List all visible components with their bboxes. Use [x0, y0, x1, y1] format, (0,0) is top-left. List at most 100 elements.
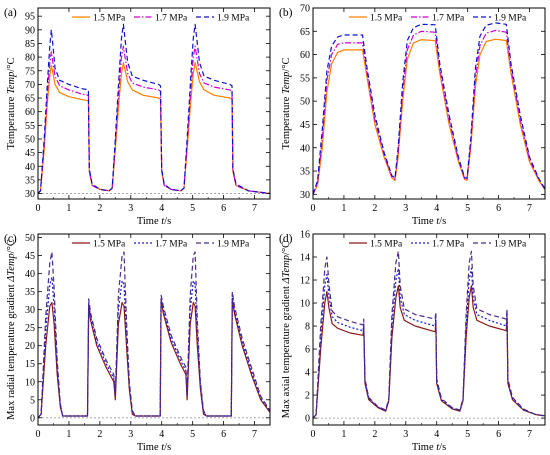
plot-frame	[312, 7, 546, 200]
legend-label: 1.9 MPa	[217, 240, 250, 250]
y-tick-label: 12	[300, 276, 310, 287]
x-tick-label: 3	[403, 203, 408, 214]
y-tick-label: 10	[300, 299, 310, 310]
y-tick-label: 5	[30, 395, 35, 406]
y-tick-label: 10	[25, 377, 35, 388]
y-tick-label: 55	[300, 73, 310, 84]
series-line-2	[313, 267, 545, 419]
y-tick-label: 15	[25, 359, 35, 370]
y-tick-label: 25	[25, 323, 35, 334]
x-tick-label: 7	[527, 203, 532, 214]
y-tick-label: 65	[300, 27, 310, 38]
x-tick-label: 3	[128, 429, 133, 440]
series-line-3	[38, 23, 270, 195]
x-tick-label: 5	[465, 429, 470, 440]
x-tick-label: 5	[465, 203, 470, 214]
legend: 1.5 MPa 1.7 MPa 1.9 MPa	[72, 240, 250, 250]
x-tick-label: 4	[159, 429, 164, 440]
series-line-1	[313, 285, 545, 419]
legend-label: 1.9 MPa	[494, 240, 527, 250]
y-tick-label: 70	[25, 80, 35, 91]
x-tick-label: 0	[36, 203, 41, 214]
y-tick-label: 4	[305, 368, 310, 379]
series-line-2	[38, 45, 270, 195]
x-tick-label: 7	[252, 429, 257, 440]
legend-label: 1.7 MPa	[155, 240, 188, 250]
y-tick-label: 50	[25, 233, 35, 244]
x-tick-label: 6	[496, 203, 501, 214]
y-tick-label: 2	[305, 391, 310, 402]
x-tick-label: 7	[527, 429, 532, 440]
legend-label: 1.5 MPa	[370, 14, 403, 24]
y-tick-label: 60	[25, 107, 35, 118]
y-tick-label: 70	[300, 4, 310, 15]
x-tick-label: 3	[403, 429, 408, 440]
y-tick-label: 75	[25, 66, 35, 77]
y-tick-label: 40	[25, 269, 35, 280]
y-tick-label: 0	[30, 413, 35, 424]
x-tick-label: 7	[252, 203, 257, 214]
y-tick-label: 80	[25, 53, 35, 64]
y-tick-label: 65	[25, 94, 35, 105]
y-axis-label: Max radial temperature gradient ΔTemp/°C	[6, 239, 17, 420]
series-line-3	[313, 22, 545, 195]
series-line-1	[38, 298, 270, 419]
legend-label: 1.5 MPa	[93, 14, 126, 24]
x-axis-label: Time t/s	[412, 442, 446, 453]
y-tick-label: 35	[25, 175, 35, 186]
x-tick-label: 5	[190, 429, 195, 440]
x-tick-label: 0	[311, 429, 316, 440]
y-axis-label: Temperature Temp/°C	[6, 57, 17, 149]
x-tick-label: 2	[372, 203, 377, 214]
y-tick-label: 20	[25, 341, 35, 352]
y-tick-label: 8	[305, 322, 310, 333]
series-line-2	[313, 29, 545, 195]
y-tick-label: 0	[305, 414, 310, 425]
panel-tag: (a)	[4, 7, 17, 19]
legend-label: 1.7 MPa	[432, 14, 465, 24]
y-tick-label: 95	[25, 12, 35, 23]
series-line-2	[38, 276, 270, 419]
y-tick-label: 50	[25, 134, 35, 145]
x-tick-label: 5	[190, 203, 195, 214]
y-tick-label: 50	[300, 97, 310, 108]
y-axis-label: Max axial temperature gradient ΔTemp/°C	[281, 241, 292, 418]
legend-label: 1.5 MPa	[370, 240, 403, 250]
y-tick-label: 90	[25, 25, 35, 36]
x-tick-label: 2	[97, 429, 102, 440]
y-tick-label: 45	[25, 148, 35, 159]
x-tick-label: 0	[311, 203, 316, 214]
panel-tag: (c)	[4, 233, 17, 245]
y-tick-label: 40	[25, 162, 35, 173]
legend-label: 1.7 MPa	[432, 240, 465, 250]
y-tick-label: 35	[300, 167, 310, 178]
legend-label: 1.7 MPa	[155, 14, 188, 24]
y-tick-label: 60	[300, 50, 310, 61]
x-axis-label: Time t/s	[137, 216, 171, 227]
x-axis-label: Time t/s	[412, 216, 446, 227]
x-tick-label: 6	[221, 429, 226, 440]
x-tick-label: 1	[66, 429, 71, 440]
y-tick-label: 6	[305, 345, 310, 356]
x-tick-label: 6	[496, 429, 501, 440]
x-tick-label: 4	[434, 203, 439, 214]
x-tick-label: 1	[341, 429, 346, 440]
x-tick-label: 4	[159, 203, 164, 214]
x-tick-label: 4	[434, 429, 439, 440]
x-tick-label: 0	[36, 429, 41, 440]
x-tick-label: 1	[341, 203, 346, 214]
x-tick-label: 1	[66, 203, 71, 214]
y-tick-label: 85	[25, 39, 35, 50]
y-tick-label: 14	[300, 253, 310, 264]
y-tick-label: 40	[300, 143, 310, 154]
x-tick-label: 2	[372, 429, 377, 440]
x-axis-label: Time t/s	[137, 442, 171, 453]
plot-frame	[37, 233, 271, 426]
legend: 1.5 MPa 1.7 MPa 1.9 MPa	[349, 14, 527, 24]
series-line-1	[38, 62, 270, 195]
plot-frame	[312, 233, 546, 426]
y-tick-label: 45	[300, 120, 310, 131]
